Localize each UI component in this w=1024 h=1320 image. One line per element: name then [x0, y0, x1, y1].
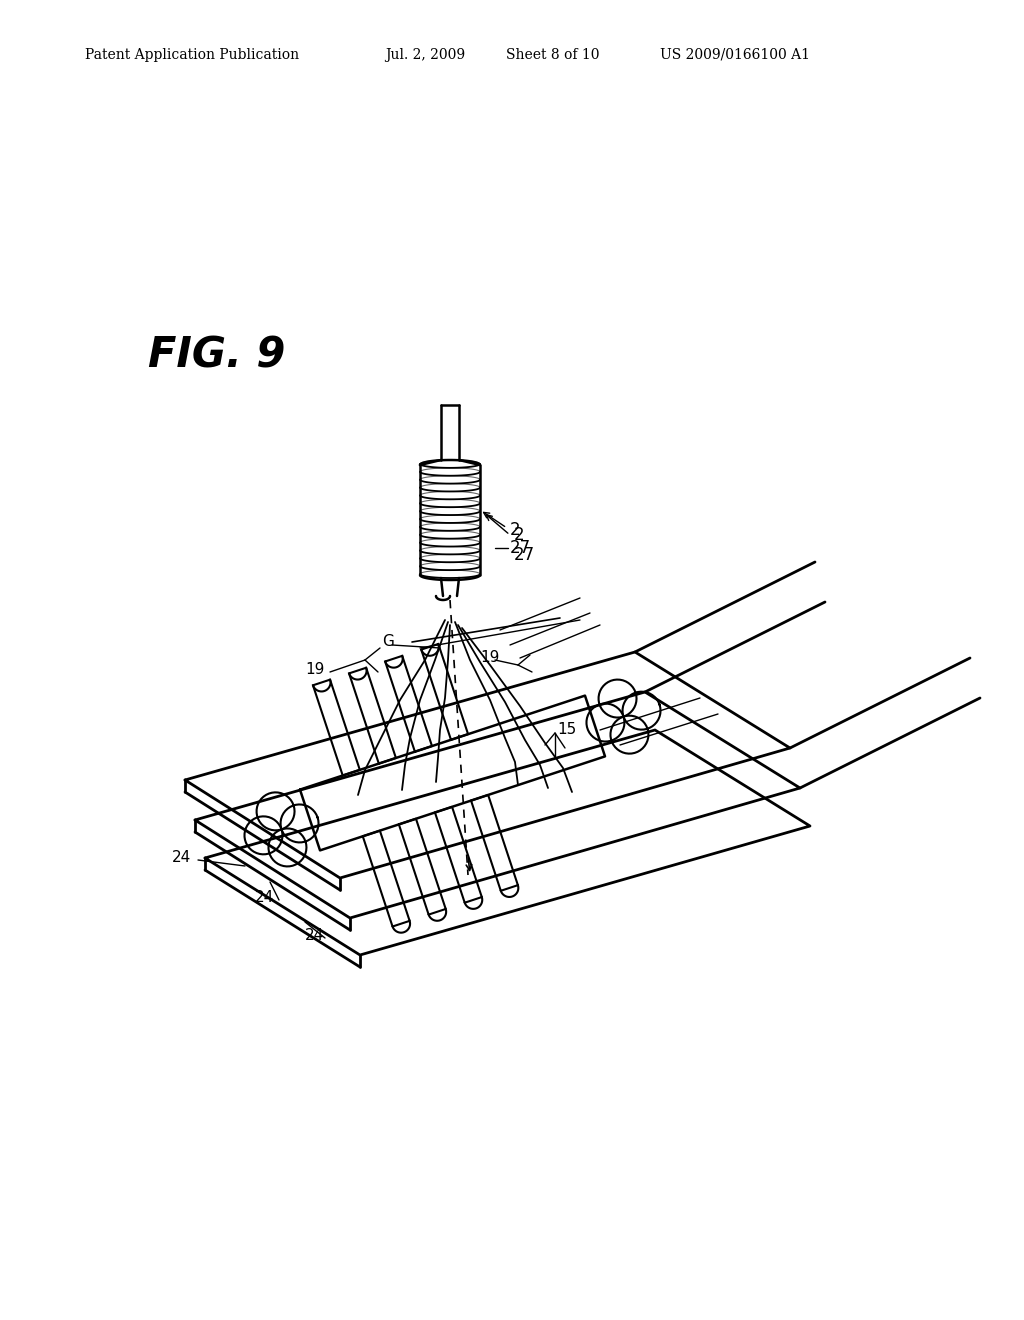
Text: Sheet 8 of 10: Sheet 8 of 10: [506, 48, 599, 62]
Text: 24: 24: [255, 891, 274, 906]
Text: 2: 2: [510, 521, 520, 539]
Text: 19: 19: [480, 651, 500, 665]
Text: 27: 27: [514, 546, 536, 564]
Text: 15: 15: [557, 722, 577, 738]
Text: Jul. 2, 2009: Jul. 2, 2009: [385, 48, 465, 62]
Text: 24: 24: [172, 850, 191, 866]
Text: 2: 2: [514, 525, 524, 544]
Text: Patent Application Publication: Patent Application Publication: [85, 48, 299, 62]
Text: US 2009/0166100 A1: US 2009/0166100 A1: [660, 48, 810, 62]
Text: 19: 19: [305, 663, 325, 677]
Text: G: G: [382, 635, 394, 649]
Text: 24: 24: [305, 928, 325, 944]
Text: 27: 27: [510, 539, 531, 557]
Text: FIG. 9: FIG. 9: [148, 335, 286, 378]
